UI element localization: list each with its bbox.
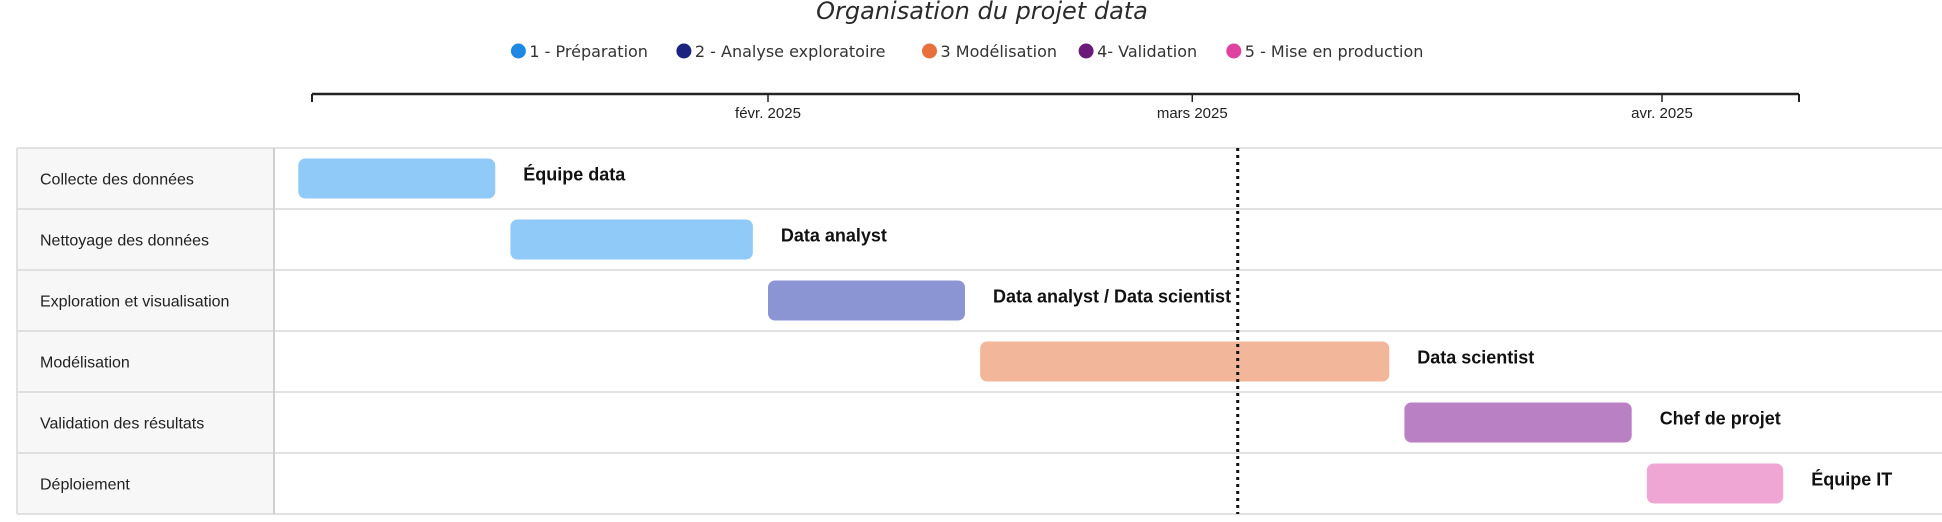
legend-swatch xyxy=(510,43,526,59)
legend: 1 - Préparation 2 - Analyse exploratoire 3… xyxy=(510,42,1423,61)
legend-item: 3 Modélisation xyxy=(922,42,1057,61)
task-name: Exploration et visualisation xyxy=(40,294,229,311)
task-bar[interactable] xyxy=(298,158,496,199)
task-bar[interactable] xyxy=(510,219,753,260)
legend-item: 5 - Mise en production xyxy=(1226,42,1423,61)
legend-item: 1 - Préparation xyxy=(510,42,648,61)
task-name: Validation des résultats xyxy=(40,416,204,433)
task-table: Collecte des données Nettoyage des donnée… xyxy=(16,147,1942,515)
task-bar[interactable] xyxy=(1646,463,1784,504)
axis-tick-label: mars 2025 xyxy=(1157,105,1228,122)
task-bar[interactable] xyxy=(768,280,965,321)
time-axis: févr. 2025 mars 2025 avr. 2025 xyxy=(311,92,1800,122)
legend-swatch xyxy=(1226,43,1242,59)
task-name: Collecte des données xyxy=(40,172,194,189)
task-name: Déploiement xyxy=(40,477,130,494)
chart-title: Organisation du projet data xyxy=(816,0,1148,25)
axis-tick-label: févr. 2025 xyxy=(735,105,801,122)
task-owner-label: Équipe IT xyxy=(1811,469,1892,490)
legend-label: 4- Validation xyxy=(1097,42,1197,61)
legend-item: 2 - Analyse exploratoire xyxy=(676,42,885,61)
legend-swatch xyxy=(922,43,937,59)
legend-swatch xyxy=(1078,43,1094,59)
task-bars: Équipe data Data analyst Data analyst / Da… xyxy=(298,158,1892,504)
task-owner-label: Data scientist xyxy=(1417,348,1534,368)
task-owner-label: Data analyst / Data scientist xyxy=(993,287,1231,307)
axis-tick-label: avr. 2025 xyxy=(1631,105,1693,122)
task-owner-label: Équipe data xyxy=(523,164,626,185)
legend-label: 1 - Préparation xyxy=(529,42,648,61)
legend-label: 5 - Mise en production xyxy=(1245,42,1424,61)
legend-swatch xyxy=(676,43,692,59)
task-bar[interactable] xyxy=(980,341,1390,382)
task-bar[interactable] xyxy=(1404,402,1632,443)
task-name: Nettoyage des données xyxy=(40,233,209,250)
task-owner-label: Data analyst xyxy=(781,226,887,246)
legend-label: 3 Modélisation xyxy=(941,42,1058,61)
task-owner-label: Chef de projet xyxy=(1660,409,1781,429)
legend-item: 4- Validation xyxy=(1078,42,1197,61)
legend-label: 2 - Analyse exploratoire xyxy=(695,42,886,61)
task-name: Modélisation xyxy=(40,355,130,372)
